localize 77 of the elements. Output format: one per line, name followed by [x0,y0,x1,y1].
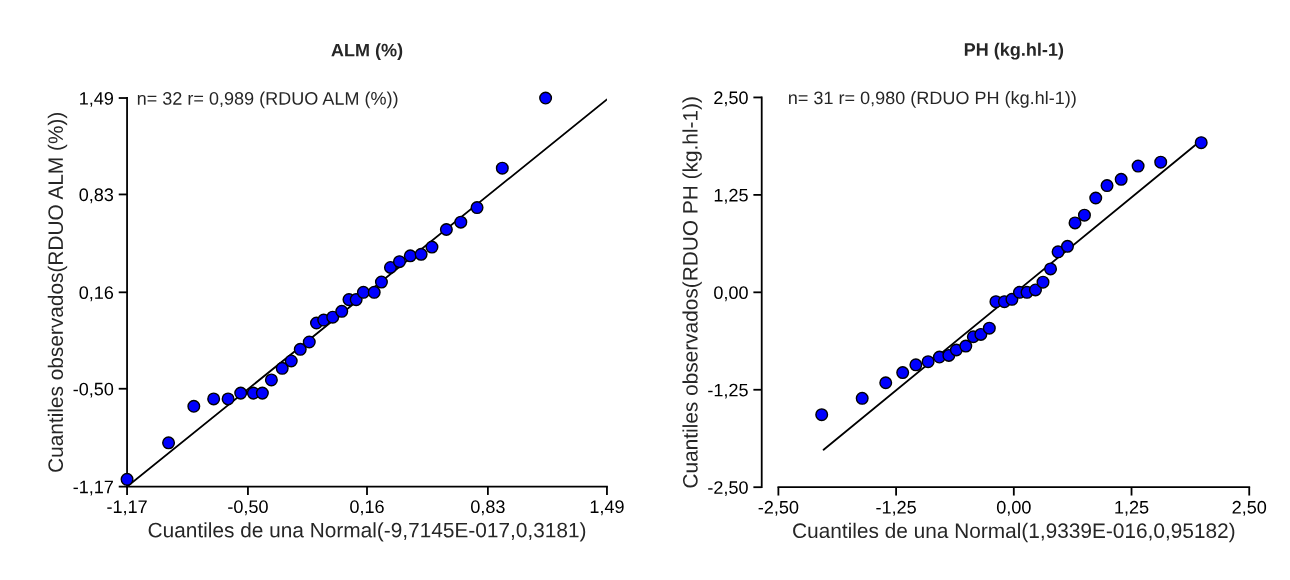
point [539,91,553,105]
chart-title: ALM (%) [331,43,403,61]
point [275,361,289,375]
point [921,355,935,369]
point [1068,216,1082,230]
point [1089,191,1103,205]
point [425,240,439,254]
x-tick-label: 1,49 [590,500,624,516]
x-tick-label: -1,17 [107,500,147,516]
y-tick-label: 0,00 [714,286,748,302]
point [1077,208,1091,222]
y-tick-label: -1,17 [73,480,113,496]
x-axis-title: Cuantiles de una Normal(1,9339E-016,0,95182) [793,522,1235,543]
point [959,339,973,353]
point [187,399,201,413]
point [1036,275,1050,289]
point [302,335,316,349]
x-axis-title: Cuantiles de una Normal(-9,7145E-017,0,3181) [148,522,586,542]
point [855,391,869,405]
point [1044,262,1058,276]
point [221,392,235,406]
point [403,249,417,263]
point [414,247,428,261]
point [326,310,340,324]
x-tick-label: 1,25 [1115,500,1149,516]
point [383,260,397,274]
point [1028,283,1042,297]
y-tick-label: 2,50 [714,91,748,107]
y-tick-label: 0,16 [79,286,114,302]
point [284,354,298,368]
point [909,358,923,372]
point [1060,239,1074,253]
point [1154,155,1168,169]
point [1100,179,1114,193]
y-tick-label: 1,25 [714,188,748,204]
x-tick-label: 0,00 [996,500,1031,516]
x-tick-label: 0,16 [350,500,384,516]
y-tick-label: -1,25 [708,383,748,399]
point [879,376,893,390]
point [470,201,484,215]
point [1114,172,1128,186]
point [293,342,307,356]
y-axis-title: Cuantiles observados(RDUO PH (kg.hl-1)) [682,97,702,488]
x-tick-label: -1,25 [876,500,916,516]
x-tick-label: -0,50 [228,500,268,516]
point [374,275,388,289]
point [1131,159,1145,173]
x-tick-label: 2,50 [1232,500,1267,516]
point [162,436,176,450]
point [974,327,988,341]
point [495,161,509,175]
point [896,366,910,380]
y-tick-label: -2,50 [708,481,748,497]
y-axis-title: Cuantiles observados(RDUO ALM (%)) [47,112,68,472]
point [349,293,363,307]
point [234,386,248,400]
point [207,392,221,406]
point [356,285,370,299]
point [392,255,406,269]
point [439,222,453,237]
x-tick-label: -2,50 [758,500,799,516]
point [335,304,349,318]
chart-title: PH (kg.hl-1) [964,42,1064,60]
point [454,215,468,229]
point [367,285,381,299]
point [815,408,829,422]
annotation: n= 32 r= 0,989 (RDUO ALM (%)) [137,91,398,109]
y-tick-label: -0,50 [73,382,114,398]
x-tick-label: 0,83 [471,500,505,516]
annotation: n= 31 r= 0,980 (RDUO PH (kg.hl-1)) [789,90,1076,108]
y-tick-label: 0,83 [79,188,114,204]
point [982,321,996,335]
point [264,373,278,387]
point [1194,136,1208,150]
point [255,386,269,400]
point [1051,245,1065,259]
y-tick-label: 1,49 [80,91,114,107]
